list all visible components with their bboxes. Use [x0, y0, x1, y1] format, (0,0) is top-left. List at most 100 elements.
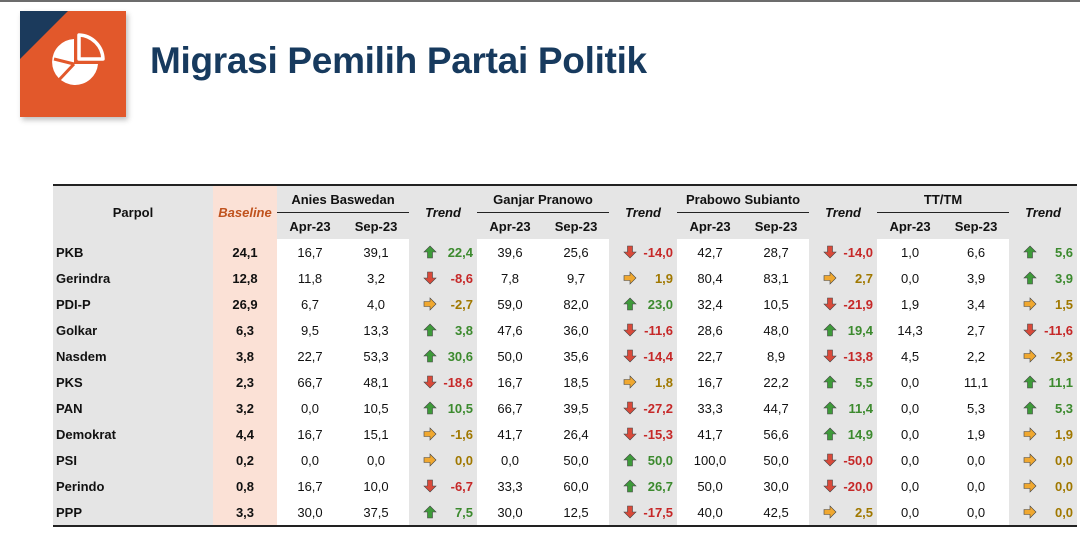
apr-value: 33,3: [697, 400, 723, 416]
logo: [20, 11, 126, 117]
party-name: PKB: [53, 239, 213, 265]
trend-cell: 14,9: [809, 421, 878, 447]
baseline-value: 3,8: [213, 343, 277, 369]
apr-value: 30,0: [277, 499, 343, 527]
trend-value: -27,2: [643, 400, 674, 416]
trend-cell: -13,8: [809, 343, 878, 369]
trend-value: -50,0: [843, 452, 874, 468]
col-header-sep: Sep-23: [343, 212, 410, 239]
arrow-right-icon: [1023, 504, 1037, 519]
trend-value: 1,9: [654, 270, 674, 286]
trend-cell: 0,0: [409, 447, 478, 473]
arrow-right-icon: [1023, 296, 1037, 311]
sep-value: 13,3: [363, 322, 389, 338]
top-rule: [0, 0, 1080, 2]
table-row: Golkar 6,3 9,5 13,3 3,8 47,6 36,0 -11,6 28,6 48,0…: [53, 317, 1078, 343]
apr-value: 16,7: [697, 374, 723, 390]
sep-value: 9,7: [566, 270, 586, 286]
group-header-anies: Anies Baswedan: [277, 184, 410, 213]
sep-value: 0,0: [943, 499, 1010, 527]
col-header-trend: Trend: [609, 184, 678, 239]
trend-cell: -8,6: [409, 265, 478, 291]
trend-value: -8,6: [450, 270, 474, 286]
col-header-baseline: Baseline: [213, 184, 277, 239]
party-name: Perindo: [53, 473, 213, 499]
sep-value: 53,3: [363, 348, 389, 364]
sep-value: 10,5: [363, 400, 389, 416]
arrow-down-icon: [423, 375, 437, 388]
table-row: PDI-P 26,9 6,7 4,0 -2,7 59,0 82,0 23,0 32,4 10,5 -…: [53, 291, 1078, 317]
trend-value: -2,3: [1050, 348, 1074, 364]
sep-value: 50,0: [763, 452, 789, 468]
apr-value: 7,8: [500, 270, 520, 286]
apr-value: 0,0: [900, 270, 920, 286]
col-header-apr: Apr-23: [877, 212, 944, 239]
sep-value: 10,5: [763, 296, 789, 312]
trend-cell: 0,0: [1009, 499, 1078, 527]
trend-cell: 1,9: [609, 265, 678, 291]
arrow-up-icon: [1023, 375, 1037, 388]
trend-cell: -17,5: [609, 499, 678, 527]
trend-cell: 1,9: [1009, 421, 1078, 447]
trend-value: 14,9: [847, 426, 874, 442]
trend-value: 1,8: [654, 374, 674, 390]
col-header-trend: Trend: [409, 184, 478, 239]
arrow-down-icon: [423, 271, 437, 284]
trend-cell: -2,3: [1009, 343, 1078, 369]
group-header-tttm: TT/TM: [877, 184, 1010, 213]
arrow-down-icon: [623, 245, 637, 258]
sep-value: 3,4: [967, 296, 986, 312]
apr-value: 100,0: [693, 452, 727, 468]
trend-cell: -18,6: [409, 369, 478, 395]
apr-value: 0,0: [900, 374, 920, 390]
sep-value: 0,0: [366, 452, 386, 468]
sep-value: 42,5: [743, 499, 810, 527]
arrow-up-icon: [1023, 271, 1037, 284]
arrow-right-icon: [1023, 426, 1037, 441]
group-header-ganjar: Ganjar Pranowo: [477, 184, 610, 213]
arrow-down-icon: [823, 297, 837, 310]
trend-cell: -14,4: [609, 343, 678, 369]
apr-value: 0,0: [900, 478, 920, 494]
sep-value: 30,0: [763, 478, 789, 494]
sep-value: 25,6: [563, 244, 589, 260]
arrow-down-icon: [823, 453, 837, 466]
apr-value: 9,5: [300, 322, 320, 338]
trend-value: 10,5: [447, 400, 474, 416]
apr-value: 40,0: [677, 499, 744, 527]
sep-value: 10,0: [363, 478, 389, 494]
trend-cell: 0,0: [1009, 473, 1078, 499]
arrow-up-icon: [423, 323, 437, 336]
arrow-down-icon: [823, 479, 837, 492]
sep-value: 6,6: [967, 244, 986, 260]
arrow-up-icon: [823, 401, 837, 414]
trend-value: -14,0: [643, 244, 674, 260]
sep-value: 56,6: [763, 426, 789, 442]
arrow-right-icon: [423, 452, 437, 467]
apr-value: 33,3: [497, 478, 523, 494]
party-name: PAN: [53, 395, 213, 421]
table-row: Perindo 0,8 16,7 10,0 -6,7 33,3 60,0 26,7 50,0 30…: [53, 473, 1078, 499]
table-row: PSI 0,2 0,0 0,0 0,0 0,0 50,0 50,0 100,0 50,0 -50,0…: [53, 447, 1078, 473]
trend-value: 3,8: [454, 322, 474, 338]
arrow-right-icon: [1023, 452, 1037, 467]
trend-value: 22,4: [447, 244, 474, 260]
table-row: PKB 24,1 16,7 39,1 22,4 39,6 25,6 -14,0 42,7 28,7…: [53, 239, 1078, 265]
apr-value: 50,0: [697, 478, 723, 494]
sep-value: 50,0: [563, 452, 589, 468]
sep-value: 3,9: [967, 270, 986, 286]
trend-value: -11,6: [644, 322, 674, 338]
apr-value: 47,6: [497, 322, 523, 338]
party-name: Golkar: [53, 317, 213, 343]
arrow-up-icon: [423, 505, 437, 518]
trend-value: 7,5: [454, 504, 474, 520]
trend-value: 30,6: [447, 348, 474, 364]
trend-cell: -50,0: [809, 447, 878, 473]
trend-value: 0,0: [1054, 452, 1074, 468]
apr-value: 0,0: [877, 499, 944, 527]
col-header-sep: Sep-23: [743, 212, 810, 239]
migration-table: Parpol Baseline Anies Baswedan Trend Gan…: [53, 184, 1078, 527]
arrow-down-icon: [823, 245, 837, 258]
trend-cell: 2,7: [809, 265, 878, 291]
arrow-up-icon: [623, 479, 637, 492]
